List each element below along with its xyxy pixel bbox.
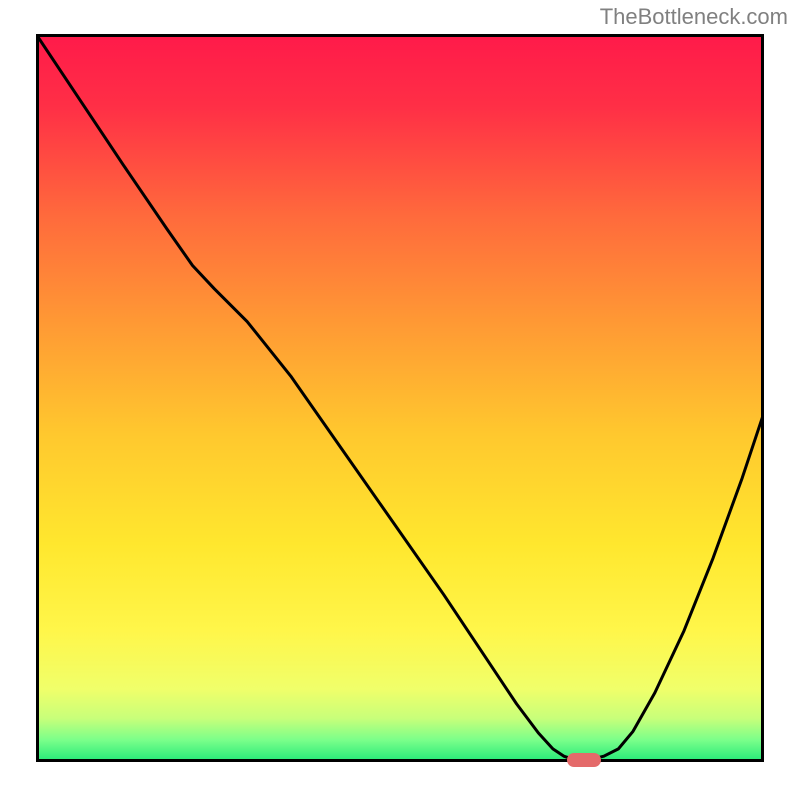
chart-plot-area	[36, 34, 764, 762]
chart-container: TheBottleneck.com	[0, 0, 800, 800]
optimal-point-marker	[567, 753, 601, 767]
gradient-background	[36, 34, 764, 762]
watermark-label: TheBottleneck.com	[600, 4, 788, 30]
